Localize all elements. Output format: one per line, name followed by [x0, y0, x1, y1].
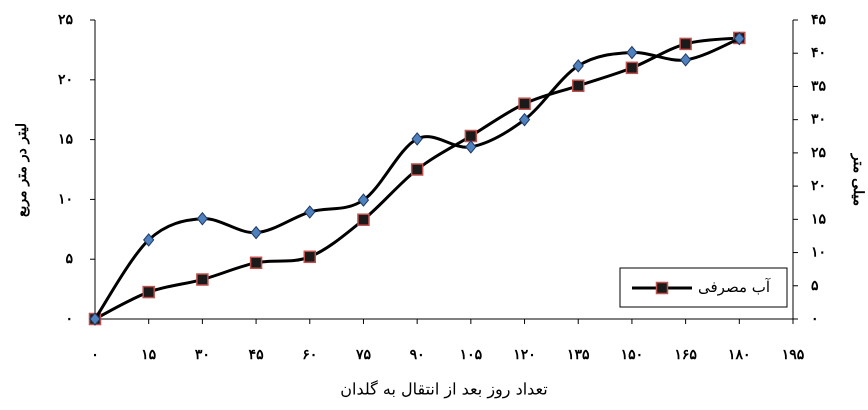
marker — [464, 129, 478, 143]
x-tick-label: ۱۲۰ — [513, 347, 536, 363]
y2-tick-label: ۱۵ — [811, 211, 827, 227]
marker — [410, 163, 424, 176]
marker — [518, 112, 531, 127]
marker — [465, 140, 477, 154]
marker — [357, 213, 370, 226]
x-tick-label: ۷۵ — [355, 347, 372, 363]
y2-tick-label: ۲۵ — [811, 145, 827, 161]
marker — [249, 256, 263, 270]
marker — [679, 37, 692, 51]
legend: آب مصرفی — [619, 267, 788, 308]
marker — [250, 225, 262, 240]
marker — [625, 61, 639, 75]
marker — [572, 59, 584, 73]
marker — [142, 285, 155, 299]
marker — [518, 97, 531, 110]
x-tick-label: ۱۵۰ — [621, 347, 644, 363]
y-tick-label: ۱۵ — [58, 132, 74, 148]
y-axis-label: لیتر در متر مربع — [14, 123, 30, 217]
y-tick-label: ۲۵ — [58, 12, 74, 28]
y2-tick-label: ۴۰ — [811, 45, 826, 61]
x-tick-label: ۱۰۵ — [460, 347, 483, 363]
y-tick-label: ۰ — [65, 311, 73, 327]
y-tick-label: ۲۰ — [58, 72, 73, 88]
y2-axis-label: میلی متر — [850, 153, 866, 206]
marker — [196, 211, 209, 226]
marker — [357, 193, 370, 207]
marker — [89, 312, 101, 326]
y2-tick-label: ۲۰ — [811, 178, 826, 194]
marker — [626, 45, 638, 60]
x-tick-label: ۹۰ — [410, 347, 425, 363]
x-tick-label: ۴۵ — [249, 347, 265, 363]
marker — [303, 250, 317, 264]
x-tick-label: ۱۶۵ — [674, 347, 697, 363]
x-tick-label: ۱۳۵ — [567, 347, 590, 363]
series — [89, 31, 745, 326]
x-tick-label: ۰ — [91, 347, 99, 363]
y2-tick-label: ۱۰ — [811, 245, 826, 261]
x-axis-label: تعداد روز بعد از انتقال به گلدان — [340, 380, 547, 399]
y2-tick-label: ۴۵ — [811, 12, 827, 28]
marker — [655, 281, 669, 295]
y2-tick-label: ۳۵ — [811, 78, 827, 94]
marker — [143, 233, 155, 247]
marker — [679, 53, 692, 67]
legend-label: آب مصرفی — [698, 278, 771, 296]
y2-tick-label: ۰ — [811, 311, 819, 327]
series — [88, 31, 746, 326]
x-tick-label: ۱۵ — [141, 347, 157, 363]
marker — [304, 205, 316, 219]
marker — [733, 31, 745, 46]
marker — [196, 273, 209, 286]
x-tick-label: ۱۹۵ — [782, 347, 805, 363]
x-tick-label: ۶۰ — [302, 347, 317, 363]
y2-tick-label: ۵ — [811, 278, 819, 294]
y-tick-label: ۵ — [65, 251, 73, 267]
x-tick-label: ۳۰ — [195, 347, 210, 363]
y-tick-label: ۱۰ — [58, 191, 73, 207]
marker — [571, 79, 585, 93]
y2-tick-label: ۳۰ — [811, 112, 826, 128]
marker — [411, 132, 423, 146]
x-tick-label: ۱۸۰ — [728, 347, 751, 363]
